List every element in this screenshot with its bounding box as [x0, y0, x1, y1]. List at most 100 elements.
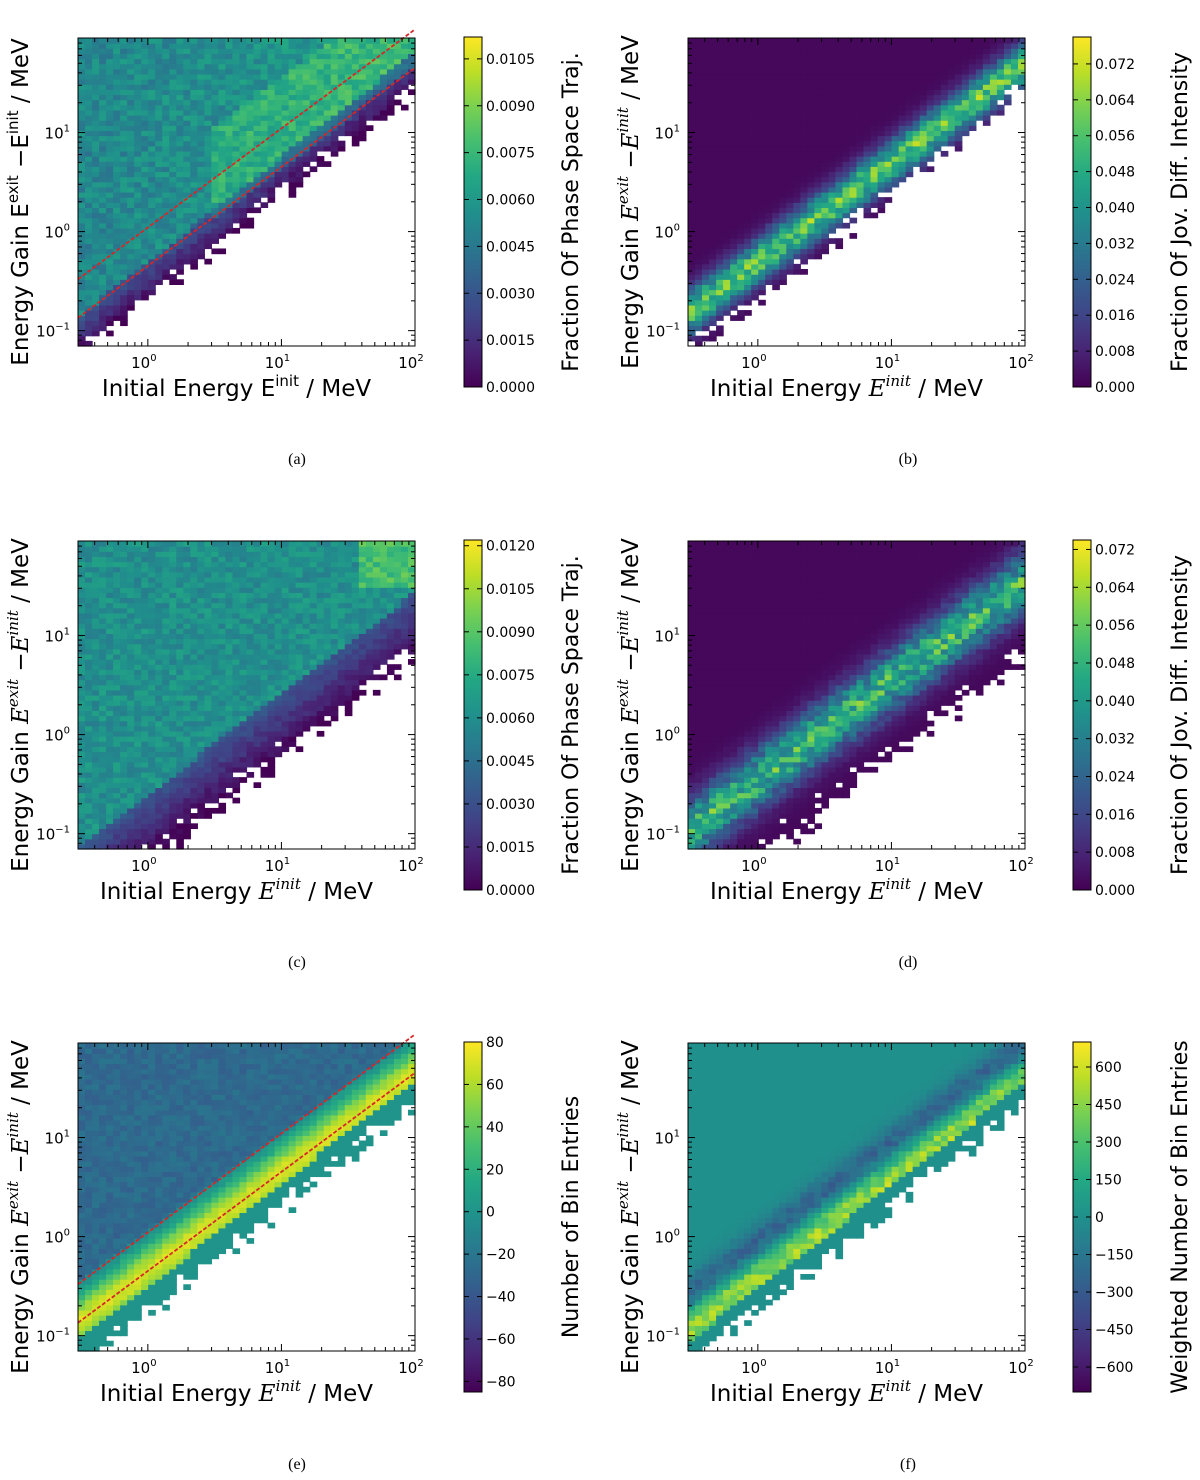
heatmap-cell [870, 212, 879, 219]
heatmap-cell [709, 79, 717, 85]
heatmap-cell [169, 551, 177, 557]
heatmap-cell [190, 43, 198, 49]
heatmap-cell [407, 68, 416, 75]
heatmap-cell [758, 253, 766, 260]
heatmap-cell [99, 772, 107, 778]
heatmap-cell [800, 207, 808, 214]
heatmap-cell [772, 145, 780, 152]
heatmap-cell [239, 84, 248, 90]
heatmap-cell [772, 171, 780, 178]
heatmap-cell [127, 659, 135, 665]
heatmap-cell [891, 73, 900, 80]
heatmap-cell [106, 140, 114, 147]
heatmap-cell [162, 715, 170, 722]
heatmap-cell [793, 48, 801, 54]
heatmap-cell [702, 202, 710, 208]
heatmap-cell [239, 58, 248, 65]
heatmap-cell [190, 99, 198, 106]
heatmap-cell [898, 104, 907, 111]
heatmap-cell [772, 176, 780, 183]
heatmap-cell [954, 115, 963, 121]
heatmap-cell [85, 628, 93, 634]
heatmap-cell [99, 310, 107, 316]
heatmap-cell [975, 79, 984, 85]
heatmap-cell [772, 156, 780, 162]
heatmap-cell [127, 238, 135, 244]
heatmap-cell [106, 761, 114, 768]
heatmap-cell [176, 197, 184, 203]
heatmap-cell [134, 643, 142, 650]
heatmap-cell [225, 766, 234, 773]
heatmap-cell [85, 94, 93, 101]
heatmap-cell [800, 89, 808, 96]
heatmap-cell [926, 104, 935, 111]
heatmap-cell [232, 192, 241, 198]
heatmap-cell [127, 833, 135, 840]
heatmap-cell [870, 135, 879, 142]
heatmap-cell [330, 94, 339, 101]
heatmap-cell [225, 197, 234, 203]
heatmap-cell [92, 243, 100, 250]
heatmap-cell [351, 38, 360, 44]
heatmap-cell [968, 99, 977, 106]
heatmap-cell [982, 89, 991, 96]
heatmap-cell [786, 84, 794, 90]
heatmap-cell [225, 53, 234, 60]
heatmap-cell [232, 94, 241, 101]
heatmap-cell [744, 150, 752, 157]
heatmap-cell [92, 653, 100, 660]
heatmap-cell [218, 623, 227, 629]
heatmap-cell [197, 546, 205, 552]
heatmap-cell [786, 202, 794, 208]
heatmap-cell [113, 674, 121, 681]
heatmap-cell [779, 207, 787, 214]
heatmap-cell [260, 140, 269, 147]
heatmap-cell [814, 53, 822, 60]
heatmap-cell [106, 248, 114, 255]
heatmap-cell [786, 222, 794, 229]
heatmap-cell [716, 104, 724, 111]
heatmap-cell [239, 104, 248, 111]
heatmap-cell [155, 792, 163, 799]
heatmap-cell [793, 58, 801, 65]
heatmap-cell [807, 145, 815, 152]
heatmap-cell [78, 818, 86, 824]
heatmap-cell [884, 89, 893, 96]
heatmap-cell [218, 109, 227, 116]
heatmap-cell [141, 109, 149, 116]
heatmap-cell [148, 623, 156, 629]
heatmap-cell [190, 823, 198, 830]
heatmap-cell [190, 602, 198, 609]
heatmap-cell [940, 130, 949, 137]
heatmap-cell [85, 772, 93, 778]
heatmap-cell [190, 730, 198, 737]
heatmap-cell [106, 648, 114, 655]
heatmap-cell [197, 233, 205, 239]
heatmap-cell [218, 84, 227, 90]
heatmap-cell [695, 156, 703, 162]
heatmap-cell [141, 99, 149, 106]
heatmap-cell [127, 166, 135, 173]
heatmap-cell [393, 84, 402, 90]
heatmap-cell [253, 130, 262, 137]
heatmap-cell [211, 633, 220, 640]
heatmap-cell [267, 94, 276, 101]
heatmap-cell [239, 202, 248, 208]
heatmap-cell [786, 94, 794, 101]
heatmap-cell [134, 807, 142, 814]
heatmap-cell [92, 628, 100, 634]
heatmap-cell [295, 150, 304, 157]
heatmap-cell [78, 638, 86, 645]
heatmap-cell [204, 541, 212, 547]
heatmap-cell [99, 150, 107, 157]
heatmap-cell [800, 145, 808, 152]
heatmap-cell [1017, 84, 1026, 90]
heatmap-cell [148, 289, 156, 296]
heatmap-cell [260, 192, 269, 198]
heatmap-cell [78, 140, 86, 147]
heatmap-cell [183, 818, 191, 824]
heatmap-cell [183, 643, 191, 650]
heatmap-cell [989, 84, 998, 90]
heatmap-cell [267, 192, 276, 198]
heatmap-cell [933, 145, 942, 152]
